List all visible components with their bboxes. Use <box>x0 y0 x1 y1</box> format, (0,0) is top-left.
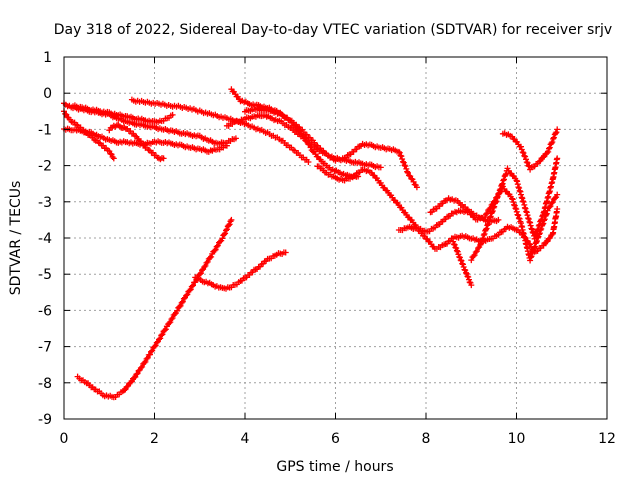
series-arc-5 <box>106 122 167 163</box>
y-tick-label: -8 <box>38 376 52 392</box>
y-tick-label: -2 <box>38 159 52 175</box>
series-arc-4 <box>70 102 176 126</box>
series-arc-17 <box>192 249 289 292</box>
series-arc-12 <box>427 183 561 264</box>
x-tick-label: 12 <box>598 431 616 447</box>
series-arc-6 <box>128 96 312 165</box>
series-markers <box>468 155 561 264</box>
series-arc-13 <box>450 238 475 289</box>
y-tick-label: -6 <box>38 303 52 319</box>
y-tick-label: -3 <box>38 195 52 211</box>
series-markers <box>74 216 235 401</box>
x-tick-label: 10 <box>508 431 526 447</box>
y-tick-label: 0 <box>43 86 52 102</box>
series-arc-9 <box>242 105 420 191</box>
series-arc-15 <box>499 126 561 173</box>
series-markers <box>106 122 167 163</box>
series-arc-14 <box>468 155 561 264</box>
x-axis-label: GPS time / hours <box>276 459 393 475</box>
y-axis-label: SDTVAR / TECUs <box>8 181 24 296</box>
data-series <box>61 86 561 401</box>
series-markers <box>450 238 475 289</box>
x-tick-label: 6 <box>331 431 340 447</box>
series-arc-16 <box>74 216 235 401</box>
y-tick-label: -1 <box>38 122 52 138</box>
series-markers <box>499 126 561 173</box>
y-tick-label: -4 <box>38 231 52 247</box>
series-markers <box>314 163 502 235</box>
chart-title: Day 318 of 2022, Sidereal Day-to-day VTE… <box>54 22 612 38</box>
series-arc-8 <box>223 112 384 171</box>
series-markers <box>427 183 561 264</box>
x-tick-label: 8 <box>422 431 431 447</box>
x-tick-label: 0 <box>60 431 69 447</box>
series-markers <box>192 249 289 292</box>
series-arc-3 <box>61 108 117 162</box>
series-markers <box>61 108 117 162</box>
series-markers <box>128 96 312 165</box>
y-tick-label: -7 <box>38 340 52 356</box>
x-tick-label: 2 <box>150 431 159 447</box>
y-tick-label: -9 <box>38 412 52 428</box>
series-arc-10 <box>314 163 502 235</box>
x-tick-label: 4 <box>241 431 250 447</box>
series-markers <box>242 105 420 191</box>
series-markers <box>70 102 176 126</box>
y-tick-label: 1 <box>43 50 52 66</box>
y-tick-label: -5 <box>38 267 52 283</box>
series-markers <box>223 112 384 171</box>
